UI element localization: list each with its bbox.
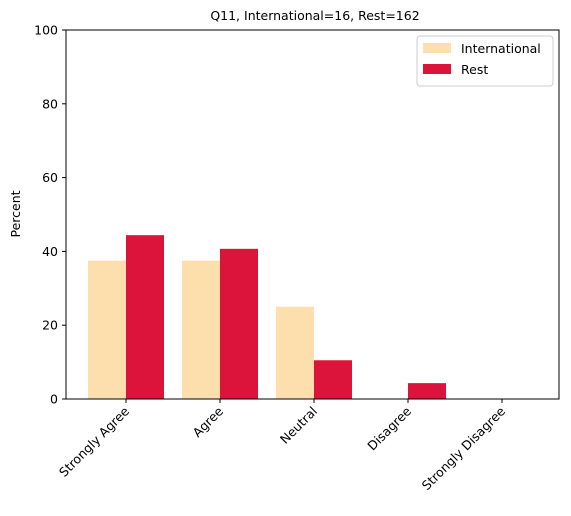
y-tick-label: 80 [42, 96, 58, 111]
axes-layer: 0 20 40 60 80 100 Strongly Agree Agree Neutral Di… [34, 23, 560, 493]
y-tick-label: 40 [42, 244, 58, 259]
bar-rest-neutral [314, 360, 352, 399]
legend-label-rest: Rest [461, 62, 488, 77]
legend-swatch-international [423, 43, 451, 53]
legend-label-international: International [461, 41, 541, 56]
x-tick-label-neutral: Neutral [277, 404, 320, 447]
x-tick-label-disagree: Disagree [364, 403, 414, 453]
bar-international-neutral [276, 306, 314, 399]
x-tick-label-strongly-disagree: Strongly Disagree [419, 403, 509, 493]
y-axis-label: Percent [8, 190, 23, 237]
y-tick-label: 60 [42, 170, 58, 185]
legend-swatch-rest [423, 64, 451, 74]
plot-frame [65, 29, 560, 400]
bar-international-strongly-agree [88, 260, 126, 399]
x-tick-label-agree: Agree [190, 403, 227, 440]
y-tick-label: 100 [34, 23, 58, 38]
bars-layer [88, 235, 446, 399]
bar-international-agree [182, 260, 220, 399]
bar-rest-strongly-agree [126, 235, 164, 399]
bar-rest-disagree [408, 383, 446, 399]
y-tick-label: 20 [42, 318, 58, 333]
bar-rest-agree [220, 248, 258, 399]
legend: International Rest [416, 35, 554, 87]
x-tick-label-strongly-agree: Strongly Agree [56, 403, 132, 479]
chart-title: Q11, International=16, Rest=162 [210, 8, 419, 23]
y-tick-label: 0 [50, 392, 58, 407]
